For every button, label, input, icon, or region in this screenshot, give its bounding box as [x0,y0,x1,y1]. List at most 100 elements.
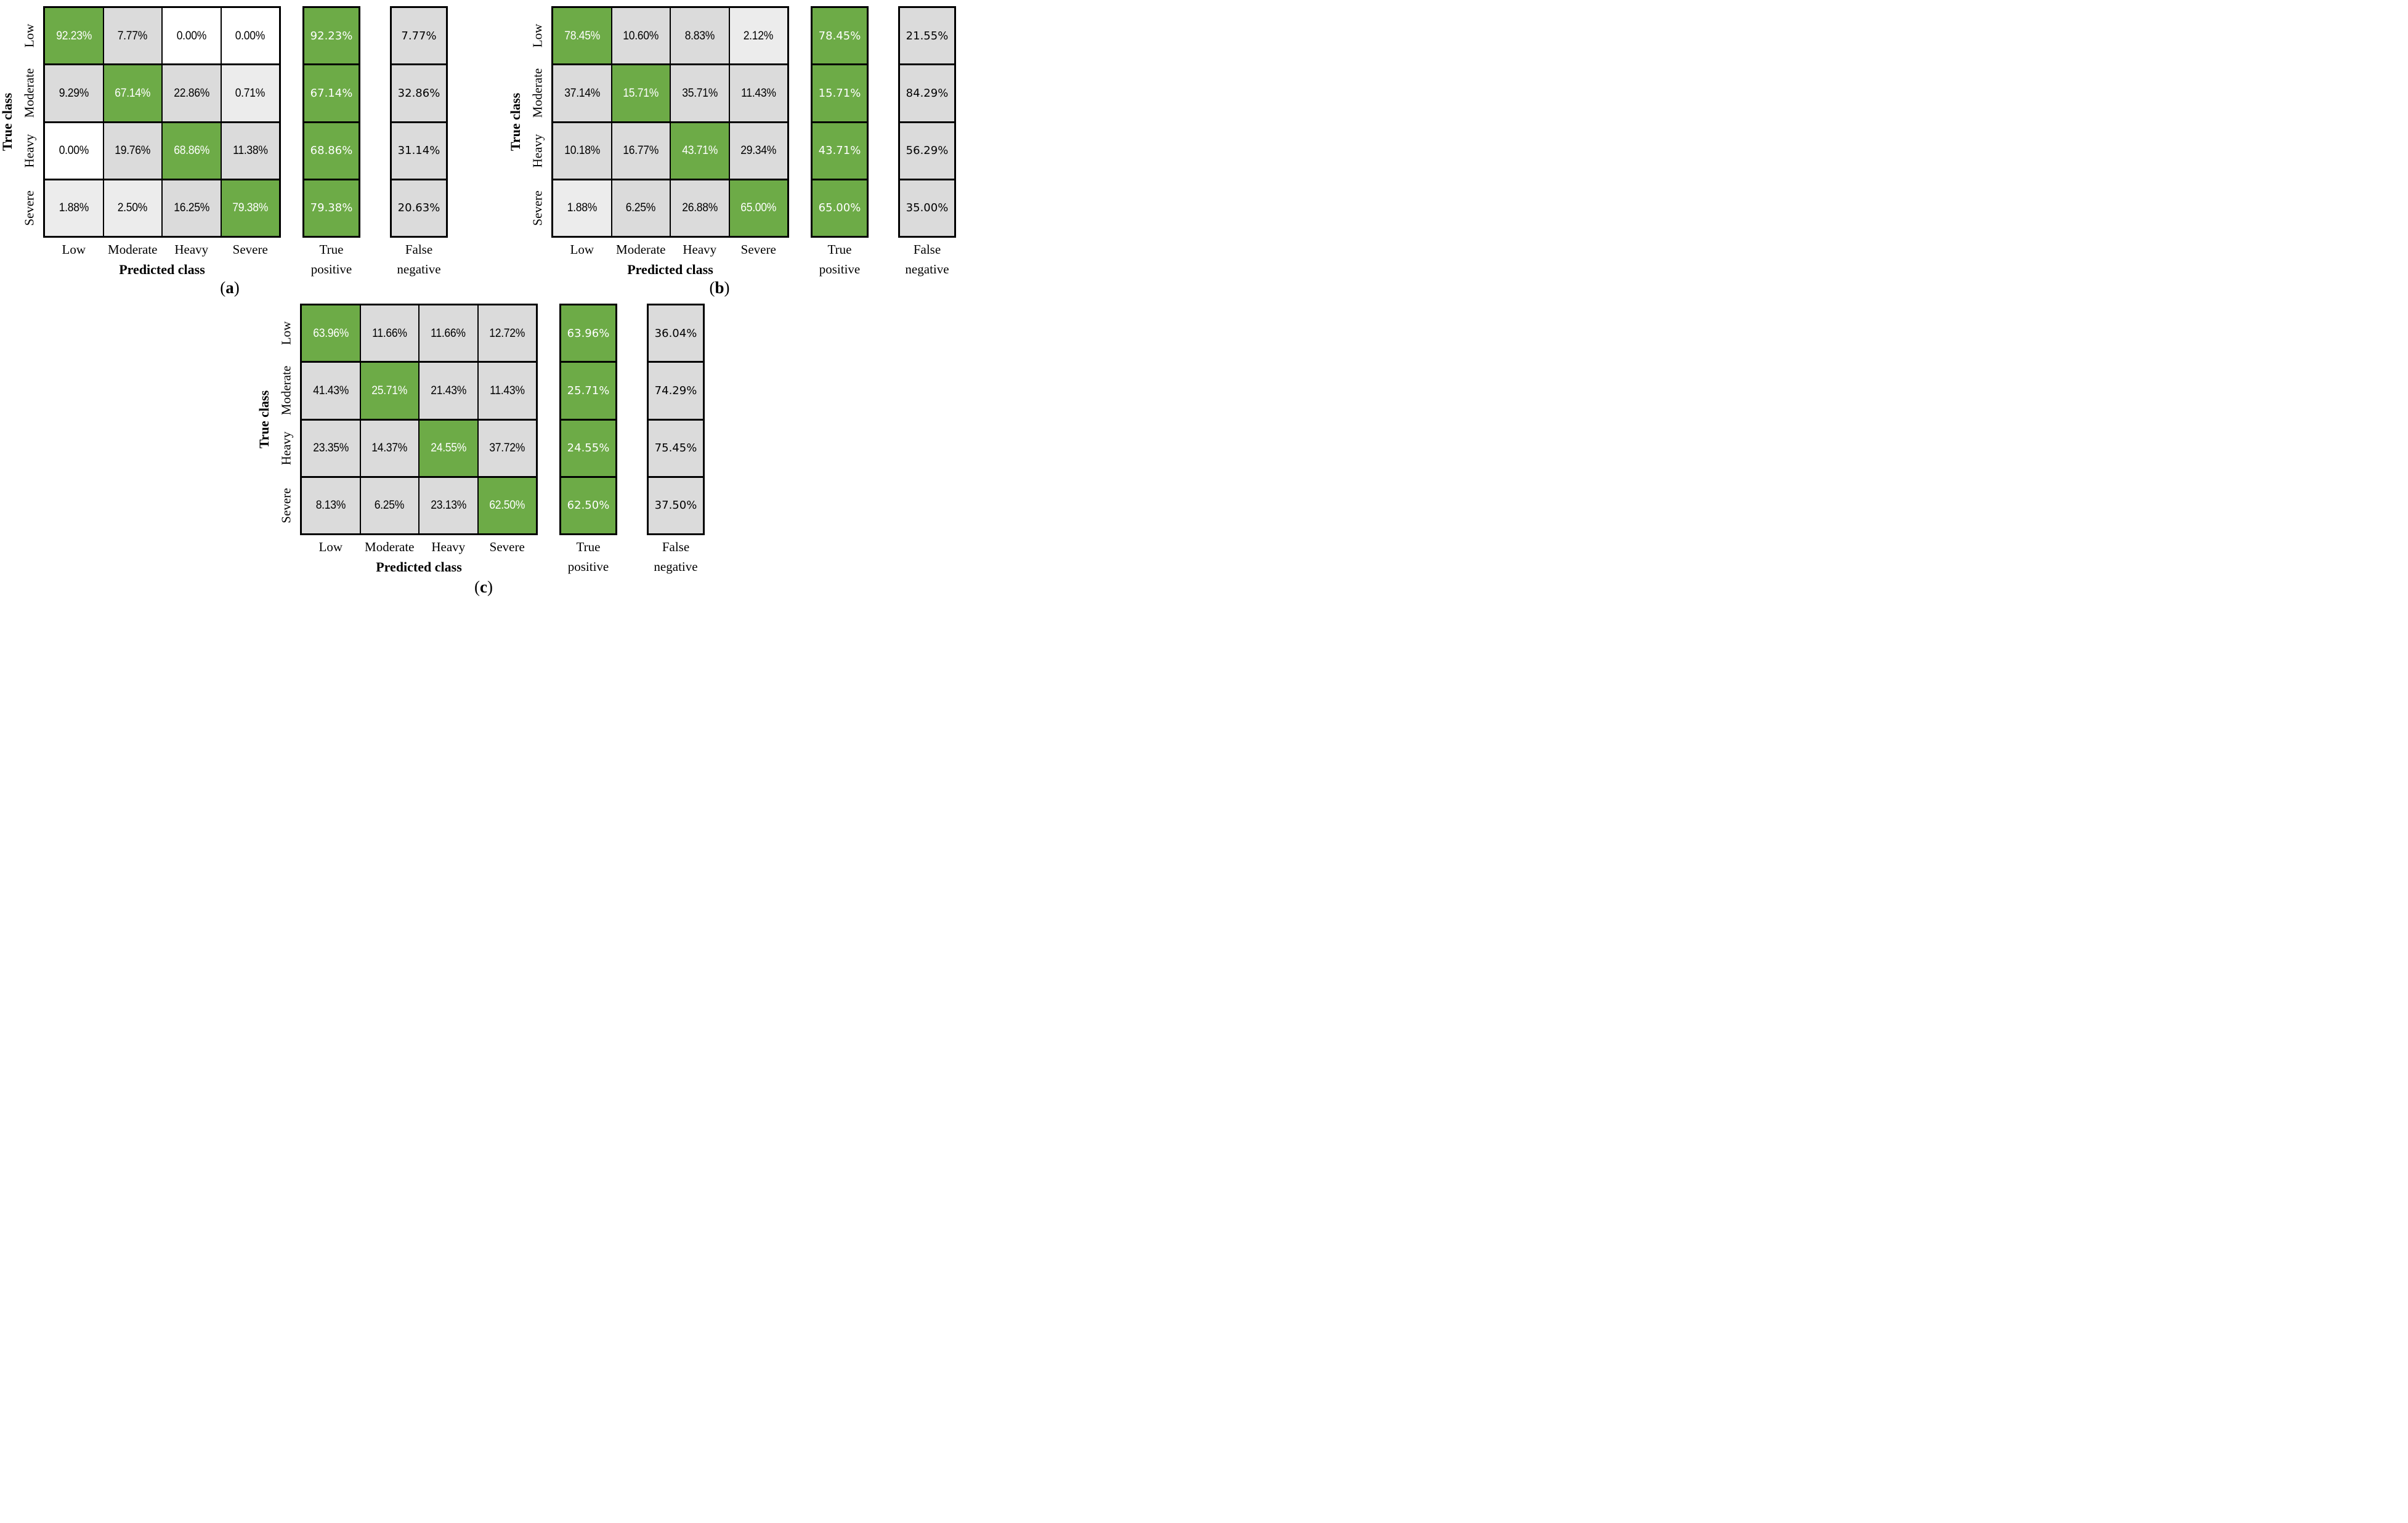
false-negative-value: 56.29% [906,144,949,158]
matrix-cell-value: 12.72% [489,326,525,340]
y-tick-label: Heavy [278,431,294,466]
predicted-class-axis-label: Predicted class [376,559,462,575]
matrix-cell: 24.55% [420,420,477,476]
false-negative-cell: 7.77% [392,8,446,64]
matrix-cell-value: 9.29% [59,86,89,100]
matrix-cell: 41.43% [302,363,360,419]
x-tick-label: Heavy [174,242,209,257]
false-negative-label-line2: negative [397,262,441,277]
y-tick-label: Moderate [22,68,37,118]
matrix-cell: 0.71% [221,65,279,121]
x-tick-label: Moderate [616,242,666,257]
matrix-cell-value: 35.71% [681,86,718,100]
false-negative-column: 36.04% 74.29% 75.45% 37.50% [647,304,705,535]
false-negative-cell: 56.29% [900,123,954,179]
matrix-cell-value: 79.38% [232,201,269,215]
matrix-cell-value: 37.14% [564,86,600,100]
true-positive-value: 62.50% [567,499,610,512]
matrix-cell: 63.96% [302,305,360,362]
false-negative-cell: 20.63% [392,180,446,236]
false-negative-cell: 32.86% [392,65,446,121]
false-negative-value: 32.86% [397,86,440,100]
matrix-cell: 62.50% [478,477,536,533]
true-positive-label-line1: True [827,242,852,257]
matrix-cell-value: 10.18% [564,143,600,158]
matrix-cell: 43.71% [671,123,729,179]
false-negative-column: 21.55% 84.29% 56.29% 35.00% [898,6,956,238]
true-positive-cell: 63.96% [561,305,615,362]
matrix-cell: 11.66% [420,305,477,362]
matrix-cell: 11.43% [478,363,536,419]
matrix-cell-value: 21.43% [430,383,466,397]
y-tick-label: Severe [22,190,37,226]
y-tick-label: Heavy [530,134,545,168]
true-positive-label-line2: positive [310,262,352,277]
matrix-cell-value: 24.55% [430,441,466,455]
matrix-cell: 1.88% [45,180,103,236]
matrix-cell-value: 63.96% [312,326,349,340]
matrix-cell: 12.72% [478,305,536,362]
true-positive-cell: 92.23% [304,8,359,64]
true-positive-value: 79.38% [310,201,353,215]
false-negative-value: 36.04% [654,326,697,340]
matrix-cell-value: 16.77% [623,143,659,158]
x-tick-label: Heavy [431,539,466,554]
panel-caption-c: (c) [474,578,493,597]
matrix-cell-value: 65.00% [740,201,777,215]
matrix-cell: 1.88% [553,180,611,236]
false-negative-value: 35.00% [906,201,949,215]
true-positive-value: 24.55% [567,442,610,455]
matrix-cell: 78.45% [553,8,611,64]
true-positive-cell: 15.71% [813,65,867,121]
false-negative-cell: 84.29% [900,65,954,121]
caption-paren-close: ) [233,278,240,297]
true-positive-cell: 78.45% [813,8,867,64]
caption-paren-open: ( [474,578,480,596]
matrix-cell-value: 10.60% [623,28,659,42]
false-negative-value: 75.45% [654,442,697,455]
caption-paren-close: ) [487,578,493,596]
true-positive-cell: 62.50% [561,477,615,533]
false-negative-value: 84.29% [906,86,949,100]
matrix-cell: 29.34% [729,123,787,179]
true-positive-value: 15.71% [818,86,861,100]
y-tick-label: Low [22,23,37,48]
false-negative-cell: 74.29% [649,363,703,419]
matrix-cell: 65.00% [729,180,787,236]
matrix-cell-value: 0.00% [235,28,266,42]
true-positive-cell: 25.71% [561,363,615,419]
false-negative-cell: 21.55% [900,8,954,64]
false-negative-value: 74.29% [654,384,697,397]
y-tick-label: Moderate [530,68,545,118]
matrix-cell: 6.25% [360,477,418,533]
matrix-cell: 11.66% [360,305,418,362]
matrix-cell: 14.37% [360,420,418,476]
y-tick-label: Low [530,23,545,48]
matrix-cell-value: 11.43% [740,86,776,100]
predicted-class-axis-label: Predicted class [119,262,205,277]
matrix-cell-value: 11.38% [232,143,268,158]
panel-caption-a: (a) [220,278,240,297]
true-positive-value: 78.45% [818,29,861,42]
matrix-cell-value: 11.43% [489,383,525,397]
true-positive-cell: 68.86% [304,123,359,179]
matrix-cell-value: 67.14% [115,86,151,100]
matrix-cell: 8.13% [302,477,360,533]
matrix-cell: 92.23% [45,8,103,64]
true-positive-label-line1: True [576,539,601,554]
true-positive-value: 25.71% [567,384,610,397]
matrix-cell: 10.60% [612,8,670,64]
matrix-cell: 22.86% [163,65,221,121]
matrix-cell: 25.71% [360,363,418,419]
false-negative-value: 21.55% [906,29,949,42]
matrix-cell-value: 22.86% [173,86,209,100]
matrix-cell-value: 68.86% [173,143,209,158]
matrix-cell-value: 1.88% [59,201,89,215]
matrix-cell-value: 19.76% [115,143,151,158]
true-positive-column: 92.23% 67.14% 68.86% 79.38% [302,6,360,238]
false-negative-cell: 31.14% [392,123,446,179]
true-positive-value: 43.71% [818,144,861,158]
matrix-cell: 35.71% [671,65,729,121]
true-positive-cell: 43.71% [813,123,867,179]
matrix-cell: 37.14% [553,65,611,121]
